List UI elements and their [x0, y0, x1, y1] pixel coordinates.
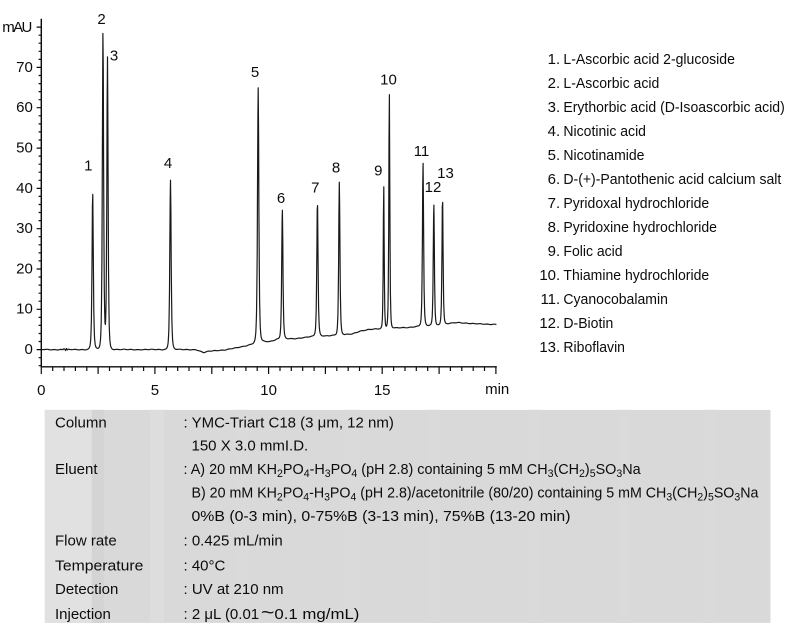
svg-text:Flow rate: Flow rate: [55, 532, 117, 549]
svg-text:2: 2: [97, 11, 105, 28]
svg-text:10: 10: [260, 382, 277, 399]
svg-text:12: 12: [425, 179, 442, 196]
svg-text:70: 70: [16, 59, 33, 76]
svg-text:: UV at 210 nm: : UV at 210 nm: [184, 581, 284, 598]
svg-text:mAU: mAU: [2, 19, 32, 36]
svg-text:8: 8: [332, 160, 340, 177]
svg-text:Detection: Detection: [55, 581, 118, 598]
svg-text:3.: 3.: [548, 99, 561, 116]
svg-text:6: 6: [277, 190, 285, 207]
svg-text:0%B (0-3 min), 0-75%B (3-13 mi: 0%B (0-3 min), 0-75%B (3-13 min), 75%B (…: [192, 508, 571, 525]
svg-text:L-Ascorbic acid 2-glucoside: L-Ascorbic acid 2-glucoside: [563, 51, 735, 68]
svg-text:20: 20: [16, 260, 33, 277]
svg-text:Injection: Injection: [55, 606, 111, 623]
svg-text:150 X 3.0 mmI.D.: 150 X 3.0 mmI.D.: [192, 438, 309, 455]
svg-text:Cyanocobalamin: Cyanocobalamin: [563, 291, 668, 308]
svg-text:5.: 5.: [548, 147, 561, 164]
svg-text:8.: 8.: [548, 219, 561, 236]
svg-text:Pyridoxal hydrochloride: Pyridoxal hydrochloride: [563, 195, 709, 212]
svg-text:B) 20 mM KH2​PO4​-H3​PO4​ (pH: B) 20 mM KH2​PO4​-H3​PO4​ (pH 2.8)/aceto…: [192, 485, 760, 503]
svg-text:13.: 13.: [539, 339, 560, 356]
svg-text:6.: 6.: [548, 171, 561, 188]
svg-text:2.: 2.: [548, 75, 561, 92]
svg-text:D-(+)-Pantothenic acid calcium: D-(+)-Pantothenic acid calcium salt: [563, 171, 782, 188]
svg-text:Pyridoxine hydrochloride: Pyridoxine hydrochloride: [563, 219, 717, 236]
svg-text:50: 50: [16, 140, 33, 157]
svg-text:7: 7: [311, 180, 319, 197]
svg-text:0.1 mg/mL): 0.1 mg/mL): [274, 606, 359, 623]
svg-text:12.: 12.: [539, 315, 560, 332]
svg-text:: 2 μL (0.01: : 2 μL (0.01: [184, 606, 260, 623]
svg-text:11: 11: [414, 143, 430, 160]
svg-text:Riboflavin: Riboflavin: [563, 339, 625, 356]
svg-text:4: 4: [164, 155, 172, 172]
svg-text:D-Biotin: D-Biotin: [563, 315, 613, 332]
svg-text:13: 13: [437, 165, 454, 182]
svg-text:5: 5: [151, 382, 159, 399]
svg-text:Nicotinic acid: Nicotinic acid: [563, 123, 646, 140]
svg-text:~: ~: [261, 602, 275, 624]
svg-text:: 0.425 mL/min: : 0.425 mL/min: [184, 532, 283, 549]
svg-text:40: 40: [16, 180, 33, 197]
svg-text:: A) 20 mM KH2​PO4​-H3​PO4​ (p: : A) 20 mM KH2​PO4​-H3​PO4​ (pH 2.8) con…: [184, 462, 642, 480]
svg-text:9: 9: [374, 163, 382, 180]
svg-text:10: 10: [380, 72, 397, 89]
svg-text:1.: 1.: [548, 51, 561, 68]
svg-text:4.: 4.: [548, 123, 561, 140]
svg-text:: 40°C: : 40°C: [184, 558, 226, 575]
svg-text:30: 30: [16, 220, 33, 237]
svg-text:0: 0: [37, 382, 45, 399]
svg-text:Temperature: Temperature: [55, 558, 143, 575]
svg-text:9.: 9.: [548, 243, 561, 260]
svg-text:1: 1: [84, 158, 92, 175]
svg-text:0: 0: [24, 341, 32, 358]
svg-text:: YMC-Triart C18 (3 μm, 12 nm): : YMC-Triart C18 (3 μm, 12 nm): [184, 414, 394, 431]
svg-text:Nicotinamide: Nicotinamide: [563, 147, 644, 164]
svg-text:Thiamine hydrochloride: Thiamine hydrochloride: [563, 267, 709, 284]
svg-text:L-Ascorbic acid: L-Ascorbic acid: [563, 75, 659, 92]
svg-text:Column: Column: [55, 414, 107, 431]
svg-text:Erythorbic acid (D-Isoascorbic: Erythorbic acid (D-Isoascorbic acid): [563, 99, 784, 116]
svg-text:5: 5: [251, 64, 259, 81]
svg-text:60: 60: [16, 99, 33, 116]
svg-text:15: 15: [374, 382, 391, 399]
svg-text:7.: 7.: [548, 195, 561, 212]
svg-text:10: 10: [16, 301, 33, 318]
svg-text:min: min: [485, 381, 509, 398]
svg-text:3: 3: [110, 48, 118, 65]
svg-text:Folic acid: Folic acid: [563, 243, 622, 260]
svg-text:Eluent: Eluent: [55, 461, 98, 478]
svg-text:11.: 11.: [540, 291, 560, 308]
svg-text:10.: 10.: [539, 267, 560, 284]
